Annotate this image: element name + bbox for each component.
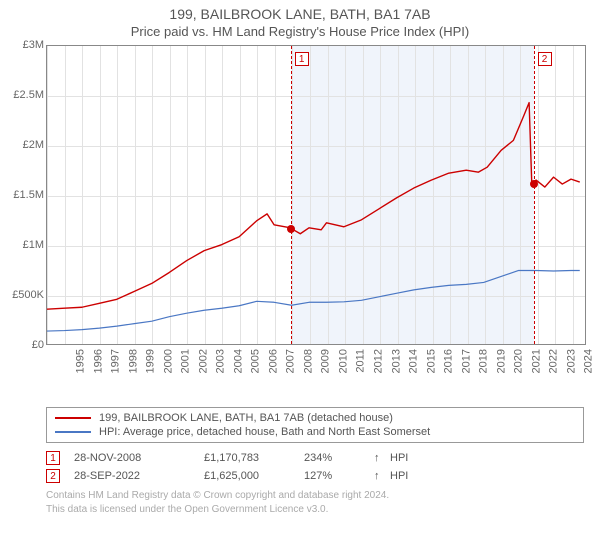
x-tick-label: 2017 — [460, 349, 472, 373]
marker-line-2 — [534, 46, 535, 344]
y-tick-label: £2.5M — [13, 89, 44, 101]
transaction-price: £1,170,783 — [204, 452, 304, 464]
transaction-price: £1,625,000 — [204, 470, 304, 482]
transaction-date: 28-NOV-2008 — [74, 452, 204, 464]
chart-subtitle: Price paid vs. HM Land Registry's House … — [8, 24, 592, 39]
legend-row: 199, BAILBROOK LANE, BATH, BA1 7AB (deta… — [55, 411, 575, 425]
transaction-badge: 2 — [46, 469, 60, 483]
x-tick-label: 2001 — [180, 349, 192, 373]
x-tick-label: 2012 — [373, 349, 385, 373]
x-tick-label: 2021 — [530, 349, 542, 373]
x-tick-label: 1998 — [127, 349, 139, 373]
y-tick-label: £1M — [23, 239, 44, 251]
x-tick-label: 1996 — [92, 349, 104, 373]
legend: 199, BAILBROOK LANE, BATH, BA1 7AB (deta… — [46, 407, 584, 443]
transaction-pct: 234% — [304, 452, 374, 464]
y-axis: £0£500K£1M£1.5M£2M£2.5M£3M — [8, 45, 46, 345]
transaction-suffix: HPI — [390, 452, 430, 464]
transaction-pct: 127% — [304, 470, 374, 482]
legend-swatch — [55, 417, 91, 419]
transaction-row: 2 28-SEP-2022£1,625,000127%↑HPI — [46, 467, 584, 485]
y-tick-label: £0 — [32, 339, 44, 351]
line-layer — [47, 46, 585, 344]
x-tick-label: 2019 — [495, 349, 507, 373]
legend-swatch — [55, 431, 91, 433]
x-tick-label: 2010 — [337, 349, 349, 373]
x-tick-label: 2024 — [583, 349, 595, 373]
series-property — [47, 103, 580, 310]
x-tick-label: 2016 — [443, 349, 455, 373]
footer-line-2: This data is licensed under the Open Gov… — [46, 503, 584, 517]
legend-label: HPI: Average price, detached house, Bath… — [99, 426, 430, 438]
y-tick-label: £2M — [23, 139, 44, 151]
footer: Contains HM Land Registry data © Crown c… — [46, 489, 584, 516]
footer-line-1: Contains HM Land Registry data © Crown c… — [46, 489, 584, 503]
x-tick-label: 2002 — [197, 349, 209, 373]
x-tick-label: 2008 — [302, 349, 314, 373]
marker-dot-1 — [287, 225, 295, 233]
legend-label: 199, BAILBROOK LANE, BATH, BA1 7AB (deta… — [99, 412, 393, 424]
transaction-date: 28-SEP-2022 — [74, 470, 204, 482]
x-tick-label: 2011 — [354, 349, 366, 373]
transaction-badge: 1 — [46, 451, 60, 465]
x-tick-label: 2000 — [162, 349, 174, 373]
x-tick-label: 2003 — [215, 349, 227, 373]
x-tick-label: 1995 — [74, 349, 86, 373]
marker-dot-2 — [530, 180, 538, 188]
y-tick-label: £1.5M — [13, 189, 44, 201]
x-tick-label: 2015 — [425, 349, 437, 373]
up-arrow-icon: ↑ — [374, 470, 390, 482]
chart-container: 199, BAILBROOK LANE, BATH, BA1 7AB Price… — [0, 0, 600, 560]
chart-title: 199, BAILBROOK LANE, BATH, BA1 7AB — [8, 6, 592, 22]
series-hpi — [47, 270, 580, 331]
legend-row: HPI: Average price, detached house, Bath… — [55, 425, 575, 439]
marker-badge-2: 2 — [538, 52, 552, 66]
x-tick-label: 2005 — [250, 349, 262, 373]
x-tick-label: 2018 — [478, 349, 490, 373]
y-tick-label: £500K — [12, 289, 44, 301]
transaction-rows: 1 28-NOV-2008£1,170,783234%↑HPI 2 28-SEP-20… — [46, 449, 584, 485]
x-tick-label: 2004 — [232, 349, 244, 373]
plot-area: 12 — [46, 45, 586, 345]
y-tick-label: £3M — [23, 39, 44, 51]
x-tick-label: 2009 — [320, 349, 332, 373]
chart-zone: £0£500K£1M£1.5M£2M£2.5M£3M 12 1995199619… — [8, 45, 592, 405]
transaction-row: 1 28-NOV-2008£1,170,783234%↑HPI — [46, 449, 584, 467]
x-tick-label: 2006 — [267, 349, 279, 373]
x-tick-label: 1999 — [145, 349, 157, 373]
x-tick-label: 1997 — [110, 349, 122, 373]
x-tick-label: 2013 — [390, 349, 402, 373]
transaction-suffix: HPI — [390, 470, 430, 482]
x-tick-label: 2020 — [513, 349, 525, 373]
x-tick-label: 2014 — [408, 349, 420, 373]
x-tick-label: 2023 — [565, 349, 577, 373]
marker-line-1 — [291, 46, 292, 344]
x-tick-label: 2007 — [285, 349, 297, 373]
x-axis: 1995 1996 1997 1998 1999 2000 2001 2002 2003 2004… — [46, 347, 586, 405]
marker-badge-1: 1 — [295, 52, 309, 66]
x-tick-label: 2022 — [548, 349, 560, 373]
up-arrow-icon: ↑ — [374, 452, 390, 464]
